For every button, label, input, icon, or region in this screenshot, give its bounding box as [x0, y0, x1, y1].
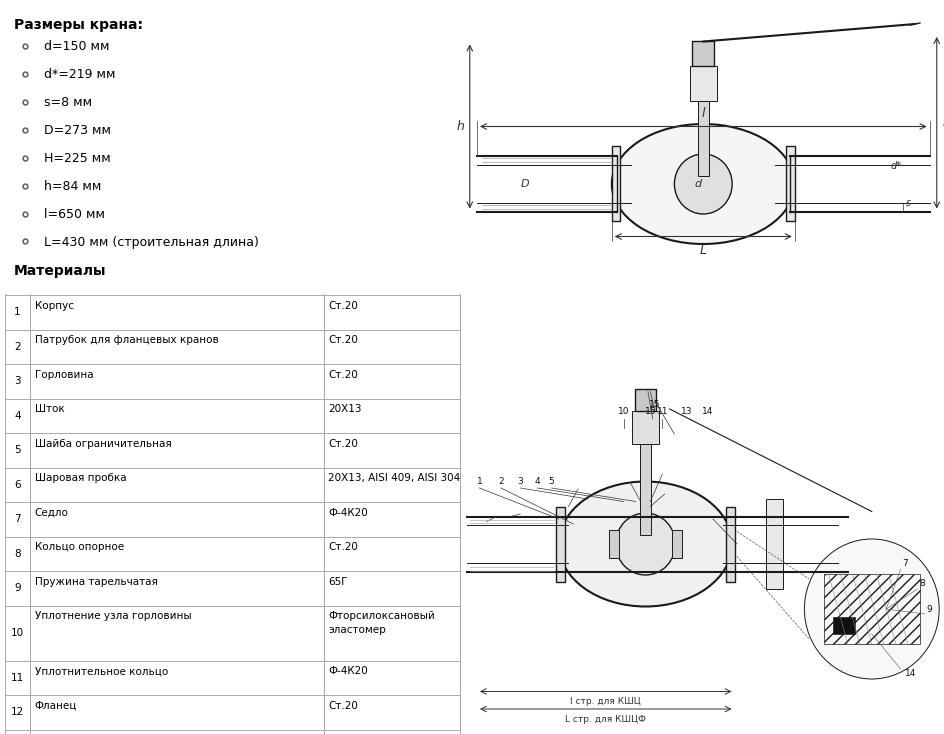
Text: Шаровая пробка: Шаровая пробка — [35, 473, 126, 484]
Text: Ст.20: Ст.20 — [329, 335, 359, 346]
Text: Пружина тарельчатая: Пружина тарельчатая — [35, 577, 158, 587]
Text: l=650 мм: l=650 мм — [44, 208, 105, 221]
Text: 10: 10 — [618, 407, 630, 416]
Ellipse shape — [804, 539, 939, 679]
Text: Размеры крана:: Размеры крана: — [14, 18, 143, 32]
Text: D=273 мм: D=273 мм — [44, 124, 111, 137]
Text: Горловина: Горловина — [35, 370, 93, 380]
Text: 15: 15 — [649, 400, 661, 409]
Text: Уплотнение узла горловины: Уплотнение узла горловины — [35, 611, 192, 622]
Text: 3: 3 — [14, 377, 21, 386]
Text: d=150 мм: d=150 мм — [44, 40, 110, 54]
Text: d*: d* — [891, 161, 902, 172]
Ellipse shape — [559, 482, 733, 606]
Text: Ф-4К20: Ф-4К20 — [329, 666, 368, 677]
Text: Уплотнительное кольцо: Уплотнительное кольцо — [35, 666, 168, 677]
Text: D: D — [521, 179, 530, 189]
Text: Ст.20: Ст.20 — [329, 701, 359, 711]
Text: Фланец: Фланец — [35, 701, 77, 711]
Bar — [834, 617, 855, 634]
Text: 11: 11 — [657, 407, 668, 416]
Text: Ст.20: Ст.20 — [329, 439, 359, 449]
Text: Ст.20: Ст.20 — [329, 301, 359, 311]
Text: s: s — [905, 197, 911, 208]
Text: d*=219 мм: d*=219 мм — [44, 68, 115, 81]
Ellipse shape — [612, 124, 795, 244]
Text: 20Х13, AISI 409, AISI 304: 20Х13, AISI 409, AISI 304 — [329, 473, 461, 484]
Text: 4: 4 — [534, 478, 540, 487]
Text: 20Х13: 20Х13 — [329, 404, 362, 415]
Text: 8: 8 — [919, 580, 925, 589]
Text: 8: 8 — [14, 549, 21, 559]
Bar — [612, 147, 620, 222]
Bar — [786, 147, 795, 222]
Text: Патрубок для фланцевых кранов: Патрубок для фланцевых кранов — [35, 335, 218, 346]
Text: H=225 мм: H=225 мм — [44, 152, 110, 165]
Text: 65Г: 65Г — [329, 577, 348, 587]
Bar — [556, 506, 565, 581]
Text: 2: 2 — [14, 342, 21, 352]
Text: Ст.20: Ст.20 — [329, 370, 359, 380]
Bar — [698, 94, 709, 176]
Text: Ст.20: Ст.20 — [329, 542, 359, 553]
Text: l: l — [701, 107, 705, 120]
Text: Кольцо опорное: Кольцо опорное — [35, 542, 124, 553]
Bar — [632, 412, 659, 444]
Text: H: H — [942, 116, 944, 129]
Text: Фторсилоксановый
эластомер: Фторсилоксановый эластомер — [329, 611, 435, 635]
Text: Материалы: Материалы — [14, 264, 107, 277]
Bar — [635, 389, 656, 412]
Text: L=430 мм (строительная длина): L=430 мм (строительная длина) — [44, 236, 259, 249]
Text: 9: 9 — [14, 584, 21, 593]
Bar — [766, 499, 783, 589]
Text: 10: 10 — [10, 628, 24, 638]
Text: d: d — [695, 179, 702, 189]
Text: Шток: Шток — [35, 404, 64, 415]
Text: L стр. для КШЦФ: L стр. для КШЦФ — [565, 716, 647, 724]
Text: 3: 3 — [517, 478, 523, 487]
Text: 12: 12 — [10, 708, 24, 717]
Bar — [693, 42, 714, 67]
Bar — [672, 530, 682, 558]
Bar — [726, 506, 734, 581]
Text: 5: 5 — [548, 478, 554, 487]
Text: h: h — [456, 120, 464, 133]
Text: 6: 6 — [14, 480, 21, 490]
Circle shape — [674, 154, 733, 214]
Text: 14: 14 — [702, 407, 714, 416]
Text: 11: 11 — [10, 673, 24, 683]
Text: h=84 мм: h=84 мм — [44, 180, 101, 193]
Text: 13: 13 — [681, 407, 692, 416]
Text: 7: 7 — [14, 515, 21, 524]
Text: 9: 9 — [927, 605, 933, 614]
Text: Ф-4К20: Ф-4К20 — [329, 508, 368, 518]
Bar — [640, 439, 650, 535]
Text: Корпус: Корпус — [35, 301, 74, 311]
Text: 1: 1 — [14, 308, 21, 317]
Text: Седло: Седло — [35, 508, 69, 518]
Bar — [610, 530, 619, 558]
Text: 5: 5 — [14, 446, 21, 455]
Text: s=8 мм: s=8 мм — [44, 96, 93, 109]
Text: 14: 14 — [904, 669, 916, 678]
Text: l стр. для КШЦ: l стр. для КШЦ — [570, 697, 641, 707]
Text: L: L — [700, 244, 707, 257]
Text: 1: 1 — [477, 478, 482, 487]
Text: 15: 15 — [645, 407, 656, 416]
Text: Шайба ограничительная: Шайба ограничительная — [35, 439, 172, 449]
Text: 4: 4 — [14, 411, 21, 421]
Circle shape — [615, 513, 675, 575]
Text: 7: 7 — [902, 559, 908, 569]
Bar — [690, 67, 716, 101]
Text: 2: 2 — [498, 478, 504, 487]
